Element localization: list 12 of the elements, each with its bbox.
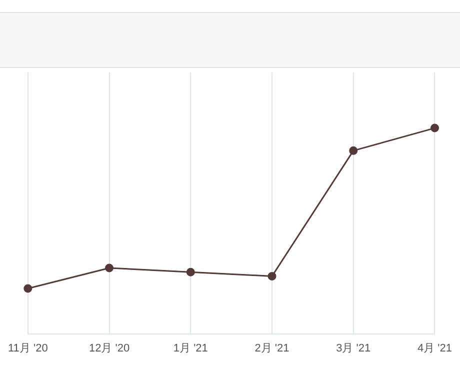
point xyxy=(24,284,32,293)
point xyxy=(105,264,114,272)
x-tick-label: 11月 '20 xyxy=(8,342,48,354)
x-tick-label: 2月 '21 xyxy=(254,342,290,354)
point xyxy=(349,146,358,155)
x-tick-label: 12月 '20 xyxy=(88,342,130,354)
x-tick-label: 3月 '21 xyxy=(336,342,371,354)
x-tick-label: 4月 '21 xyxy=(417,342,452,354)
point xyxy=(268,272,276,280)
x-tick-label: 1月 '21 xyxy=(173,342,208,354)
point xyxy=(430,124,439,132)
point xyxy=(186,268,195,276)
